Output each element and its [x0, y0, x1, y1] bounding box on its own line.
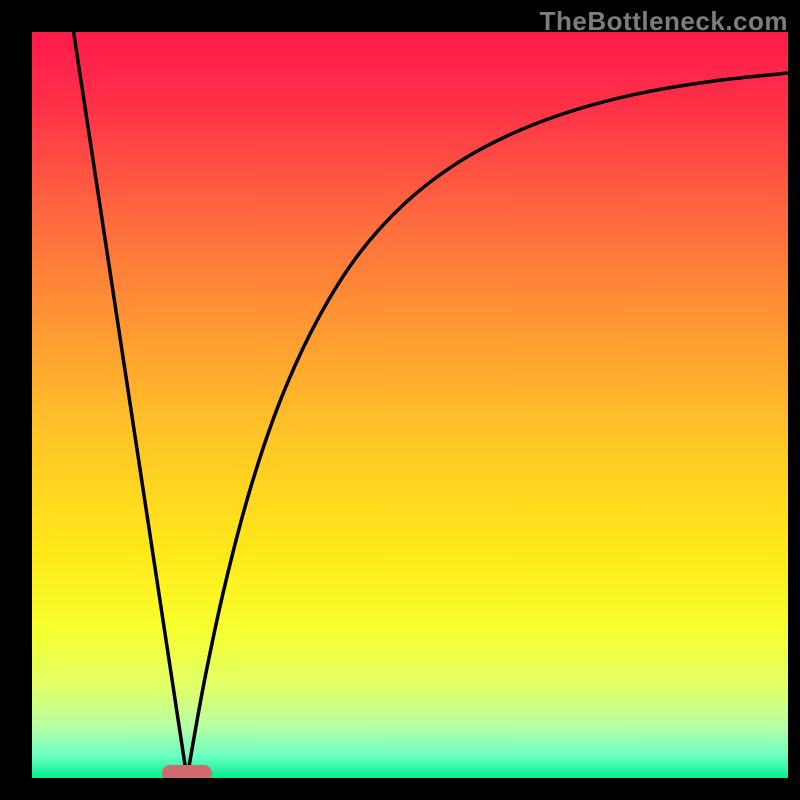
border-bottom [0, 778, 800, 800]
bottleneck-curve [32, 32, 788, 778]
border-right [788, 0, 800, 800]
watermark-text: TheBottleneck.com [540, 6, 788, 37]
chart-frame: TheBottleneck.com [0, 0, 800, 800]
curve-path [74, 32, 788, 778]
border-left [0, 0, 32, 800]
optimal-marker [162, 765, 212, 778]
plot-area [32, 32, 788, 778]
